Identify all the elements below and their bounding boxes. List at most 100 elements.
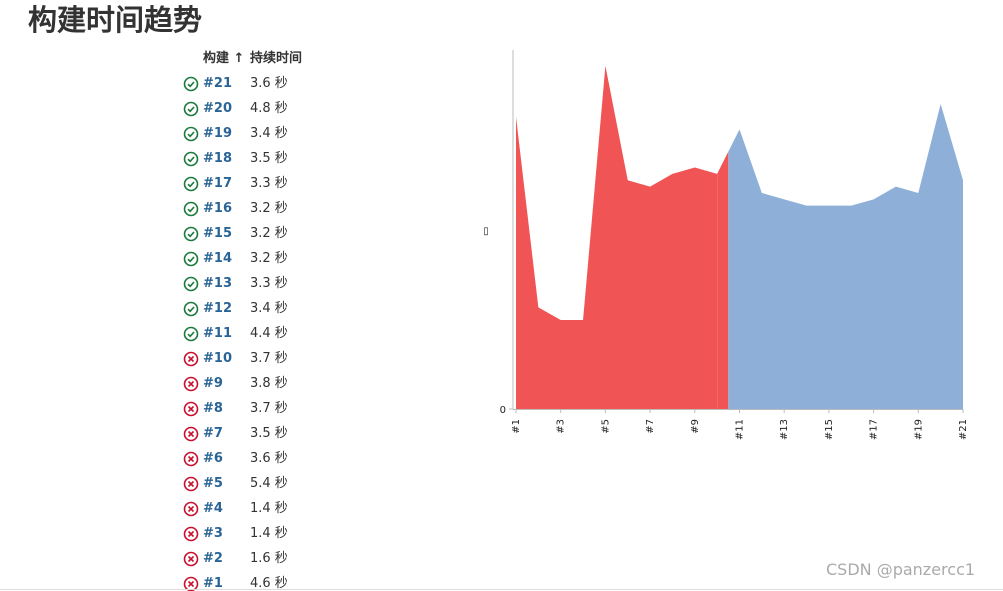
build-link[interactable]: #2	[203, 551, 223, 566]
build-link[interactable]: #21	[203, 76, 232, 91]
build-row: #19 3.4 秒	[183, 121, 383, 146]
duration: 3.6 秒	[250, 76, 288, 91]
build-row: #12 3.4 秒	[183, 296, 383, 321]
success-icon	[183, 326, 199, 342]
duration: 4.8 秒	[250, 101, 288, 116]
x-tick-label: #9	[690, 419, 701, 434]
duration: 1.4 秒	[250, 501, 288, 516]
x-tick-label: #21	[958, 419, 969, 440]
duration: 3.2 秒	[250, 226, 288, 241]
build-row: #2 1.6 秒	[183, 546, 383, 571]
build-row: #18 3.5 秒	[183, 146, 383, 171]
duration: 3.7 秒	[250, 351, 288, 366]
duration: 3.4 秒	[250, 126, 288, 141]
column-header[interactable]: 持续时间	[250, 51, 303, 66]
build-link[interactable]: #12	[203, 301, 232, 316]
build-link[interactable]: #10	[203, 351, 232, 366]
failure-icon	[183, 451, 199, 467]
duration: 3.3 秒	[250, 276, 288, 291]
duration: 3.3 秒	[250, 176, 288, 191]
build-link[interactable]: #18	[203, 151, 232, 166]
build-row: #10 3.7 秒	[183, 346, 383, 371]
x-tick-label: #3	[556, 419, 567, 434]
build-row: #13 3.3 秒	[183, 271, 383, 296]
build-link[interactable]: #17	[203, 176, 232, 191]
duration: 4.4 秒	[250, 326, 288, 341]
build-link[interactable]: #1	[203, 576, 223, 591]
success-icon	[183, 151, 199, 167]
x-tick-label: #13	[779, 419, 790, 440]
build-row: #7 3.5 秒	[183, 421, 383, 446]
build-row: #8 3.7 秒	[183, 396, 383, 421]
success-icon	[183, 76, 199, 92]
build-row: #11 4.4 秒	[183, 321, 383, 346]
build-link[interactable]: #19	[203, 126, 232, 141]
build-link[interactable]: #6	[203, 451, 223, 466]
y-tick-label: 0	[500, 405, 506, 416]
failure-icon	[183, 501, 199, 517]
success-icon	[183, 226, 199, 242]
success-icon	[183, 301, 199, 317]
build-link[interactable]: #16	[203, 201, 232, 216]
success-icon	[183, 201, 199, 217]
build-row: #14 3.2 秒	[183, 246, 383, 271]
build-link[interactable]: #3	[203, 526, 223, 541]
build-link[interactable]: #5	[203, 476, 223, 491]
build-row: #3 1.4 秒	[183, 521, 383, 546]
build-link[interactable]: #14	[203, 251, 232, 266]
duration: 1.4 秒	[250, 526, 288, 541]
build-link[interactable]: #20	[203, 101, 232, 116]
build-row: #20 4.8 秒	[183, 96, 383, 121]
build-link[interactable]: #7	[203, 426, 223, 441]
build-link[interactable]: #9	[203, 376, 223, 391]
watermark: CSDN @panzercc1	[826, 560, 976, 579]
chart: 0 ▯ #1 #3 #5 #7 #9 #11 #13 #15 #17 #19 #21	[483, 50, 969, 440]
duration: 5.4 秒	[250, 476, 288, 491]
success-icon	[183, 276, 199, 292]
duration: 3.7 秒	[250, 401, 288, 416]
x-tick-label: #19	[913, 419, 924, 440]
build-row: #9 3.8 秒	[183, 371, 383, 396]
duration: 3.6 秒	[250, 451, 288, 466]
build-link[interactable]: #8	[203, 401, 223, 416]
build-row: #21 3.6 秒	[183, 71, 383, 96]
success-icon	[183, 251, 199, 267]
duration: 3.8 秒	[250, 376, 288, 391]
x-tick-label: #7	[645, 419, 656, 434]
failure-icon	[183, 551, 199, 567]
build-row: #16 3.2 秒	[183, 196, 383, 221]
build-row: #15 3.2 秒	[183, 221, 383, 246]
build-row: #5 5.4 秒	[183, 471, 383, 496]
success-icon	[183, 101, 199, 117]
build-link[interactable]: #13	[203, 276, 232, 291]
area	[516, 65, 718, 410]
area-junction	[728, 129, 740, 409]
x-tick-label: #17	[869, 419, 880, 440]
duration: 1.6 秒	[250, 551, 288, 566]
duration: 3.2 秒	[250, 251, 288, 266]
x-tick-label: #11	[735, 419, 746, 440]
y-axis-label: ▯	[483, 226, 489, 237]
build-row: #4 1.4 秒	[183, 496, 383, 521]
duration: 3.2 秒	[250, 201, 288, 216]
failure-icon	[183, 526, 199, 542]
build-row: #17 3.3 秒	[183, 171, 383, 196]
success-icon	[183, 176, 199, 192]
duration: 3.5 秒	[250, 426, 288, 441]
x-tick-label: #5	[600, 419, 611, 434]
failure-icon	[183, 476, 199, 492]
build-link[interactable]: #11	[203, 326, 232, 341]
failure-icon	[183, 401, 199, 417]
duration: 3.4 秒	[250, 301, 288, 316]
duration: 3.5 秒	[250, 151, 288, 166]
area	[739, 104, 963, 409]
failure-icon	[183, 426, 199, 442]
failure-icon	[183, 376, 199, 392]
column-header[interactable]: 构建 ↑	[203, 51, 245, 66]
x-tick-label: #15	[824, 419, 835, 440]
divider	[0, 589, 1003, 590]
build-link[interactable]: #15	[203, 226, 232, 241]
build-link[interactable]: #4	[203, 501, 223, 516]
area-junction	[717, 151, 729, 409]
